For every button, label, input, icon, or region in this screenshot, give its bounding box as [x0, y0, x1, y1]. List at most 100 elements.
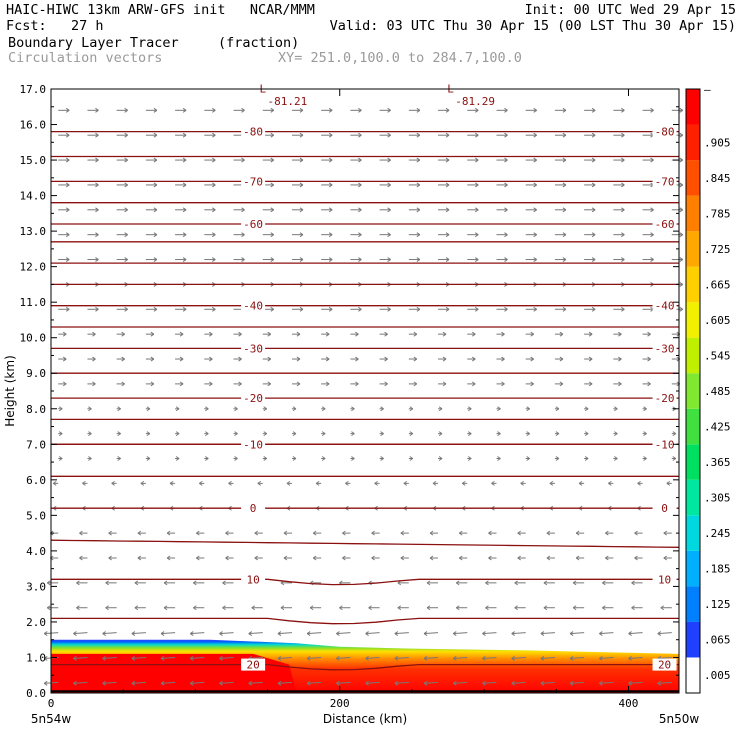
circulation-vector — [116, 107, 128, 113]
circulation-vector — [73, 631, 88, 637]
circulation-vector — [575, 555, 585, 561]
circulation-vector — [46, 605, 59, 611]
xy-label: XY= 251.0,100.0 to 284.7,100.0 — [278, 50, 522, 66]
circulation-vector — [525, 331, 534, 337]
circulation-vector — [190, 680, 205, 686]
circulation-vector — [350, 356, 359, 362]
colorbar-label: .305 — [704, 492, 731, 505]
contour-label: -40 — [655, 300, 675, 313]
circulation-vector — [312, 530, 322, 536]
colorbar-segment — [686, 586, 700, 622]
circulation-vector — [175, 207, 187, 213]
circulation-vector — [309, 605, 322, 611]
circulation-vector — [613, 431, 618, 437]
circulation-vector — [102, 631, 117, 637]
circulation-vector — [233, 232, 245, 238]
circulation-vector — [467, 107, 479, 113]
circulation-vector — [291, 207, 304, 213]
circulation-vector — [578, 480, 585, 486]
colorbar-segment — [686, 160, 700, 196]
circulation-vector — [225, 555, 234, 561]
circulation-vector — [467, 356, 476, 362]
circulation-vector — [525, 232, 537, 238]
circulation-vector — [520, 480, 526, 486]
circulation-vector — [321, 431, 326, 437]
circulation-vector — [554, 306, 567, 312]
circulation-vector — [291, 456, 297, 461]
field2-name: Circulation vectors — [8, 50, 163, 66]
circulation-vector — [554, 406, 560, 412]
circulation-vector — [371, 555, 380, 561]
circulation-vector — [87, 356, 96, 362]
circulation-vector — [671, 257, 684, 262]
circulation-vector — [467, 431, 472, 437]
circulation-vector — [438, 431, 443, 437]
circulation-vector — [379, 132, 391, 138]
y-tick-label: 15.0 — [20, 154, 47, 167]
circulation-vector — [175, 232, 187, 238]
circulation-vector — [102, 656, 117, 661]
circulation-vector — [657, 680, 672, 686]
circulation-vector — [426, 605, 439, 611]
init-time: Init: 00 UTC Wed 29 Apr 15 — [524, 2, 736, 18]
y-tick-label: 11.0 — [20, 296, 47, 309]
y-tick-label: 9.0 — [26, 367, 46, 380]
colorbar-label: .545 — [704, 349, 731, 362]
circulation-vector — [204, 257, 216, 262]
circulation-vector — [116, 232, 128, 238]
circulation-vector — [190, 656, 205, 661]
circulation-vector — [400, 530, 409, 536]
y-tick-label: 2.0 — [26, 616, 46, 629]
circulation-vector — [145, 157, 158, 163]
y-tick-label: 1.0 — [26, 651, 46, 664]
circulation-vector — [426, 580, 439, 586]
circulation-vector — [584, 232, 596, 238]
circulation-vector — [496, 406, 501, 412]
circulation-vector — [137, 530, 146, 536]
circulation-vector — [350, 132, 362, 138]
circulation-vector — [642, 456, 647, 461]
circulation-vector — [379, 107, 391, 113]
contour-label: 20 — [246, 659, 259, 672]
circulation-vector — [642, 431, 647, 437]
colorbar-label: .065 — [704, 634, 731, 647]
circulation-vector — [631, 580, 643, 586]
circulation-vector — [458, 555, 468, 561]
circulation-vector — [131, 631, 146, 637]
circulation-vector — [58, 132, 70, 138]
circulation-vector — [525, 356, 534, 362]
circulation-vector — [584, 257, 596, 262]
y-tick-label: 12.0 — [20, 261, 47, 274]
circulation-vector — [175, 406, 180, 412]
colorbar-label: .785 — [704, 207, 731, 220]
circulation-vector — [137, 555, 146, 561]
circulation-vector — [277, 631, 292, 637]
circulation-vector — [233, 456, 238, 461]
colorbar-segment — [686, 231, 700, 267]
y-tick-label: 8.0 — [26, 403, 46, 416]
circulation-vector — [408, 406, 414, 412]
circulation-vector — [634, 555, 643, 561]
circulation-vector — [467, 456, 472, 461]
circulation-vector — [628, 631, 643, 637]
circulation-vector — [554, 431, 560, 437]
circulation-vector — [613, 157, 625, 163]
circulation-vector — [671, 431, 677, 437]
circulation-vector — [467, 257, 479, 262]
circulation-vector — [219, 631, 234, 637]
circulation-vector — [175, 182, 187, 188]
circulation-vector — [482, 631, 497, 637]
circulation-vector — [429, 555, 439, 561]
circulation-vector — [222, 605, 234, 611]
circulation-vector — [458, 530, 468, 536]
colorbar-segment — [686, 337, 700, 374]
circulation-vector — [204, 132, 216, 138]
circulation-vector — [379, 207, 391, 213]
circulation-vector — [379, 306, 391, 312]
colorbar-label: .485 — [704, 385, 731, 398]
circulation-vector — [306, 631, 322, 637]
circulation-vector — [321, 356, 330, 362]
circulation-vector — [540, 631, 555, 637]
circulation-vector — [663, 530, 672, 536]
circulation-vector — [575, 530, 585, 536]
